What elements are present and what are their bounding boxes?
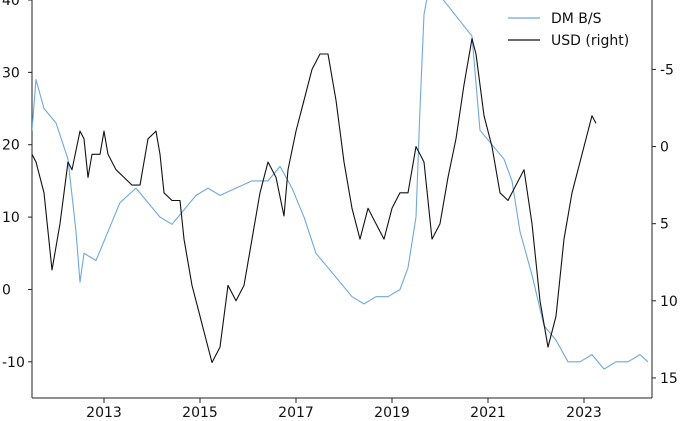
series-line-usd: [32, 38, 597, 364]
y-left-tick-label: 10: [2, 210, 20, 226]
y-right-tick-label: -5: [660, 62, 674, 78]
y-right-tick-label: 0: [660, 140, 669, 156]
x-tick-label: 2023: [566, 405, 602, 421]
x-tick-label: 2019: [374, 405, 410, 421]
y-left-tick-label: 40: [2, 0, 20, 9]
x-tick-label: 2015: [182, 405, 218, 421]
y-left-tick-label: -10: [2, 355, 25, 371]
y-right-tick-label: 10: [660, 294, 678, 310]
series-line-dm-bs: [32, 0, 649, 370]
chart-series: [32, 0, 649, 370]
legend-label-dm-bs: DM B/S: [551, 11, 602, 27]
y-left-tick-label: 0: [2, 282, 11, 298]
x-tick-label: 2017: [278, 405, 314, 421]
legend-label-usd: USD (right): [551, 33, 629, 49]
plot-area: [31, 0, 653, 399]
legend: DM B/S USD (right): [508, 11, 629, 49]
y-right-tick-label: 5: [660, 217, 669, 233]
y-left-tick-label: 20: [2, 138, 20, 154]
x-tick-label: 2013: [86, 405, 122, 421]
x-tick-label: 2021: [470, 405, 506, 421]
y-left-tick-label: 30: [2, 65, 20, 81]
y-right-tick-label: 15: [660, 371, 678, 387]
